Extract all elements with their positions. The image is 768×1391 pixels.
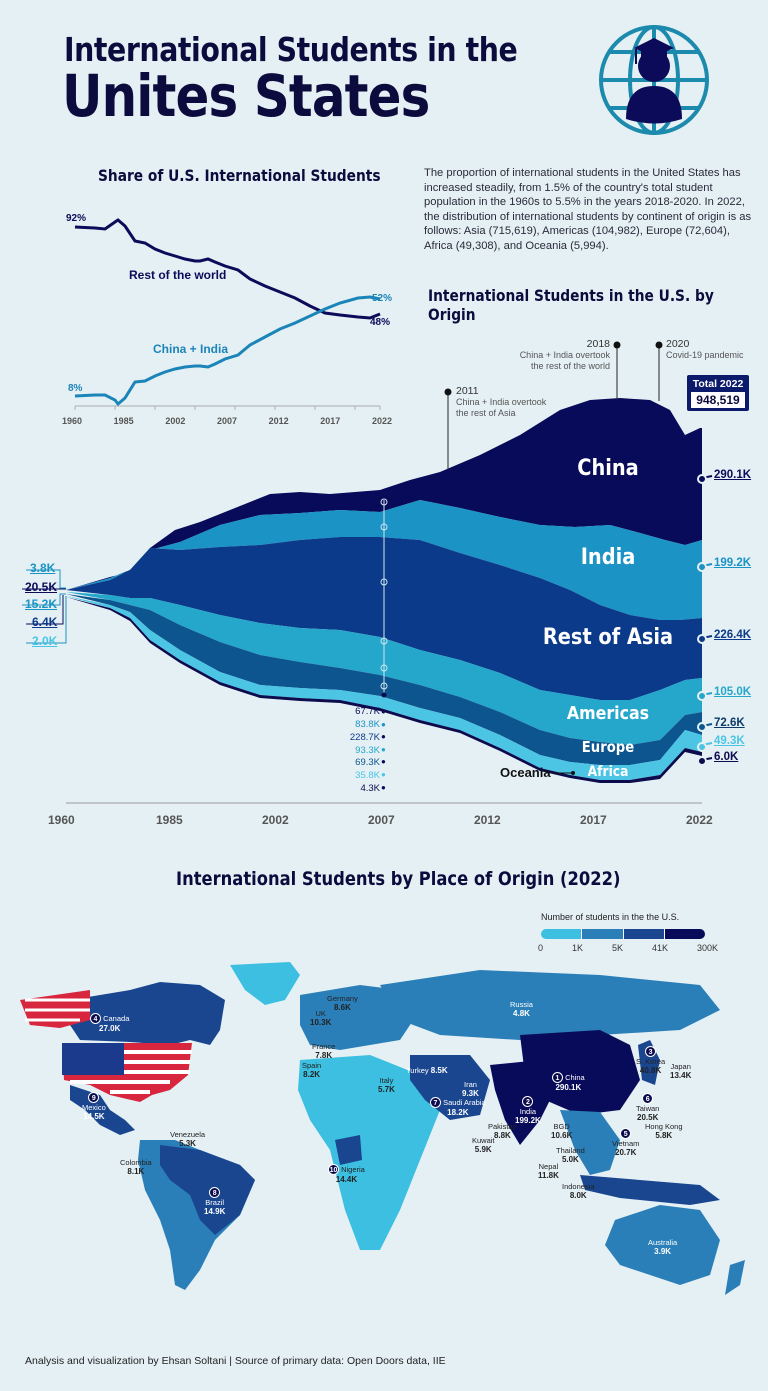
map-label-nigeria: 10 Nigeria 14.4K: [328, 1164, 365, 1184]
total-2022-badge: Total 2022 948,519: [687, 375, 749, 411]
page-title-line1: International Students in the: [64, 30, 518, 69]
map-label-iran: Iran 9.3K: [462, 1080, 479, 1098]
map-label-india: 2 India 199.2K: [515, 1096, 541, 1125]
page-title-line2: Unites States: [62, 62, 430, 130]
rest-series-label: Rest of the world: [129, 268, 227, 282]
right-value-oceania: 6.0K: [714, 751, 739, 763]
right-value-americas: 105.0K: [714, 686, 752, 698]
map-label-uk: UK 10.3K: [310, 1009, 332, 1027]
left-value-africa: 2.0K: [32, 634, 58, 648]
map-label-hong-kong: Hong Kong 5.8K: [645, 1122, 683, 1140]
x-tick-2017: 2017: [580, 813, 607, 827]
left-value-europe: 6.4K: [32, 615, 58, 629]
annotation-2011: 2011 China + India overtook the rest of …: [456, 385, 547, 418]
layer-label-oceania: Oceania: [500, 765, 551, 780]
mid-value-americas: 93.3K: [355, 745, 380, 756]
map-label-thailand: Thailand 5.0K: [556, 1146, 585, 1164]
map-label-bgd: BGD 10.6K: [551, 1122, 573, 1140]
map-label-venezuela: Venezuela 5.3K: [170, 1130, 206, 1148]
ci-series-label: China + India: [153, 342, 229, 356]
rest-end-label: 48%: [370, 317, 391, 328]
x-tick-2012: 2012: [474, 813, 501, 827]
map-label-indonesia: Indonesia 8.0K: [562, 1182, 595, 1200]
x-tick-1960: 1960: [48, 813, 75, 827]
map-label-italy: Italy 5.7K: [378, 1076, 395, 1094]
x-tick-1985: 1985: [156, 813, 183, 827]
map-label-canada: 4 Canada 27.0K: [90, 1013, 129, 1033]
map-label-spain: Spain 8.2K: [302, 1061, 322, 1079]
share-line-chart: [60, 200, 400, 430]
map-label-vietnam: 5 Vietnam 20.7K: [612, 1128, 639, 1157]
layer-label-europe: Europe: [581, 738, 635, 756]
map-label-mexico: 9 Mexico 14.5K: [82, 1092, 106, 1121]
map-label-germany: Germany 8.6K: [327, 994, 358, 1012]
layer-label-africa: Africa: [587, 764, 629, 780]
mid-value-africa: 35.8K: [355, 770, 380, 781]
x-tick-2022: 2022: [686, 813, 713, 827]
legend-scale: [541, 929, 705, 939]
map-label-nepal: Nepal 11.8K: [538, 1162, 559, 1180]
map-label-china: 1 China 290.1K: [552, 1072, 585, 1092]
map-label-japan: Japan 13.4K: [670, 1062, 692, 1080]
layer-label-americas: Americas: [566, 703, 650, 724]
mid-value-oceania: 4.3K: [360, 783, 380, 794]
map-label-russia: Russia 4.8K: [510, 1000, 533, 1018]
map-label-colombia: Colombia 8.1K: [120, 1158, 152, 1176]
mid-value-india: 83.8K: [355, 719, 380, 730]
annotation-2020: 2020 Covid-19 pandemic: [666, 338, 744, 360]
map-label-kuwait: Kuwait 5.9K: [472, 1136, 495, 1154]
x-tick-2007: 2007: [368, 813, 395, 827]
map-label-france: France 7.8K: [312, 1042, 336, 1060]
layer-label-rest-of-asia: Rest of Asia: [542, 625, 674, 650]
map-label-pakistan: Pakistan 8.8K: [488, 1122, 517, 1140]
mid-value-dots: ● ● ● ● ● ● ●: [381, 707, 386, 792]
rest-start-label: 92%: [66, 213, 87, 224]
ci-end-label: 52%: [372, 293, 393, 304]
description-text: The proportion of international students…: [424, 167, 752, 252]
right-value-china: 290.1K: [714, 469, 752, 481]
left-value-americas: 15.2K: [25, 597, 58, 611]
x-tick-2002: 2002: [262, 813, 289, 827]
globe-graduate-icon: [598, 24, 710, 136]
mid-value-china: 67.7K: [355, 706, 380, 717]
share-chart-title: Share of U.S. International Students: [98, 166, 381, 185]
footer-credit: Analysis and visualization by Ehsan Solt…: [25, 1355, 446, 1367]
left-value-china: 3.8K: [30, 561, 56, 575]
layer-label-india: India: [580, 545, 636, 570]
left-value-rest-of-asia: 20.5K: [25, 580, 58, 594]
ci-start-label: 8%: [68, 383, 83, 394]
map-label-taiwan: 6 Taiwan 20.5K: [636, 1093, 659, 1122]
right-value-africa: 49.3K: [714, 735, 745, 747]
right-value-rest-of-asia: 226.4K: [714, 629, 752, 641]
legend-ticks: 0 1K 5K 41K 300K: [538, 943, 718, 953]
annotation-2018: 2018 China + India overtook the rest of …: [519, 338, 610, 371]
map-label-brazil: 8 Brazil 14.9K: [204, 1187, 225, 1216]
map-label-s-korea: 3 S. Korea 40.8K: [636, 1046, 665, 1075]
map-title: International Students by Place of Origi…: [176, 868, 621, 890]
map-label-saudi-arabia: 7 Saudi Arabia 18.2K: [430, 1097, 486, 1117]
right-value-europe: 72.6K: [714, 717, 745, 729]
mid-value-rest-of-asia: 228.7K: [349, 732, 380, 743]
map-label-australia: Australia 3.9K: [648, 1238, 678, 1256]
mid-value-europe: 69.3K: [355, 757, 380, 768]
streamgraph: [0, 330, 768, 810]
right-value-india: 199.2K: [714, 557, 752, 569]
stream-chart-title: International Students in the U.S. by Or…: [428, 286, 714, 324]
map-label-turkey: Turkey 8.5K: [406, 1066, 448, 1075]
layer-label-china: China: [577, 456, 639, 481]
legend-title: Number of students in the the U.S.: [541, 912, 680, 922]
share-x-axis: 1960 1985 2002 2007 2012 2017 2022: [62, 416, 392, 426]
